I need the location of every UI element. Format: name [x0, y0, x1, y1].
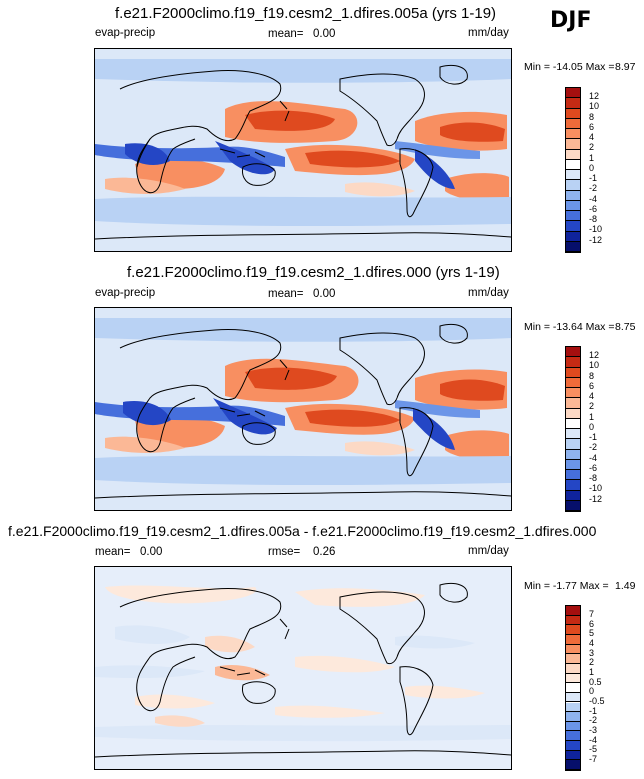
colorbar-tick: 0: [589, 422, 595, 432]
colorbar-tick: -10: [589, 483, 603, 493]
panel-1-title: f.e21.F2000climo.f19_f19.cesm2_1.dfires.…: [115, 5, 497, 22]
colorbar-tick: -5: [589, 744, 598, 754]
colorbar-tick: 10: [589, 360, 600, 370]
colorbar-tick: 8: [589, 112, 595, 122]
colorbar-tick: 10: [589, 101, 600, 111]
panel-3-colorbar: [565, 605, 581, 771]
colorbar-tick: -2: [589, 183, 598, 193]
panel-1-min-label: Min = -14.05 Max =: [524, 61, 615, 73]
panel-3-map: [94, 566, 512, 770]
panel-3-max-value: 1.49: [615, 580, 636, 592]
panel-2-colorbar: [565, 346, 581, 512]
panel-2-mean-label: mean=: [268, 288, 304, 300]
panel-3-mean-value: 0.00: [140, 546, 163, 558]
colorbar-tick: 2: [589, 657, 595, 667]
colorbar-tick: -7: [589, 754, 598, 764]
colorbar-tick: 6: [589, 619, 595, 629]
colorbar-tick: 6: [589, 122, 595, 132]
panel-1-variable: evap-precip: [95, 27, 156, 39]
colorbar-tick: -8: [589, 214, 598, 224]
colorbar-tick: -2: [589, 715, 598, 725]
colorbar-tick: 1: [589, 153, 595, 163]
colorbar-tick: -10: [589, 224, 603, 234]
colorbar-tick: 2: [589, 142, 595, 152]
coastlines: [95, 324, 511, 499]
panel-2-max-value: 8.75: [615, 321, 636, 333]
panel-1-mean-label: mean=: [268, 28, 304, 40]
panel-1-units: mm/day: [468, 27, 509, 39]
colorbar-tick: 8: [589, 371, 595, 381]
colorbar-tick: -12: [589, 235, 603, 245]
colorbar-tick: -4: [589, 453, 598, 463]
panel-2-title: f.e21.F2000climo.f19_f19.cesm2_1.dfires.…: [127, 264, 500, 281]
colorbar-tick: -3: [589, 725, 598, 735]
panel-3-rmse-label: rmse=: [268, 546, 301, 558]
colorbar-tick: 5: [589, 628, 595, 638]
panel-3-min-label: Min = -1.77 Max =: [524, 580, 609, 592]
colorbar-tick: -1: [589, 173, 598, 183]
colorbar-tick: 1: [589, 667, 595, 677]
colorbar-tick: 12: [589, 91, 600, 101]
colorbar-tick: 0: [589, 686, 595, 696]
colorbar-tick: -6: [589, 463, 598, 473]
colorbar-tick: -0.5: [589, 696, 605, 706]
coastlines: [95, 583, 511, 758]
colorbar-tick: 4: [589, 132, 595, 142]
colorbar-tick: 3: [589, 648, 595, 658]
colorbar-tick: -4: [589, 735, 598, 745]
panel-3-title: f.e21.F2000climo.f19_f19.cesm2_1.dfires.…: [8, 523, 597, 539]
season-label: DJF: [550, 8, 592, 33]
colorbar-tick: 4: [589, 391, 595, 401]
colorbar-tick: -6: [589, 204, 598, 214]
colorbar-tick: 4: [589, 638, 595, 648]
panel-2-variable: evap-precip: [95, 287, 156, 299]
panel-1-colorbar: [565, 87, 581, 253]
panel-2-min-label: Min = -13.64 Max =: [524, 321, 615, 333]
colorbar-tick: 6: [589, 381, 595, 391]
colorbar-tick: 0.5: [589, 677, 602, 687]
panel-2-units: mm/day: [468, 287, 509, 299]
colorbar-tick: -12: [589, 494, 603, 504]
colorbar-tick: 0: [589, 163, 595, 173]
panel-3-mean-label: mean=: [95, 546, 131, 558]
colorbar-tick: 1: [589, 412, 595, 422]
colorbar-tick: 2: [589, 401, 595, 411]
colorbar-tick: -2: [589, 442, 598, 452]
coastlines: [95, 65, 511, 240]
colorbar-tick: 7: [589, 609, 595, 619]
colorbar-tick: 12: [589, 350, 600, 360]
panel-3-units: mm/day: [468, 545, 509, 557]
colorbar-tick: -1: [589, 706, 598, 716]
colorbar-tick: -1: [589, 432, 598, 442]
panel-2-mean-value: 0.00: [313, 288, 336, 300]
field-shading: [95, 308, 511, 510]
colorbar-tick: -4: [589, 194, 598, 204]
colorbar-tick: -8: [589, 473, 598, 483]
field-shading: [95, 49, 511, 251]
field-shading: [95, 567, 511, 769]
panel-1-mean-value: 0.00: [313, 28, 336, 40]
panel-3-rmse-value: 0.26: [313, 546, 336, 558]
panel-2-map: [94, 307, 512, 511]
panel-1-max-value: 8.97: [615, 61, 636, 73]
panel-1-map: [94, 48, 512, 252]
